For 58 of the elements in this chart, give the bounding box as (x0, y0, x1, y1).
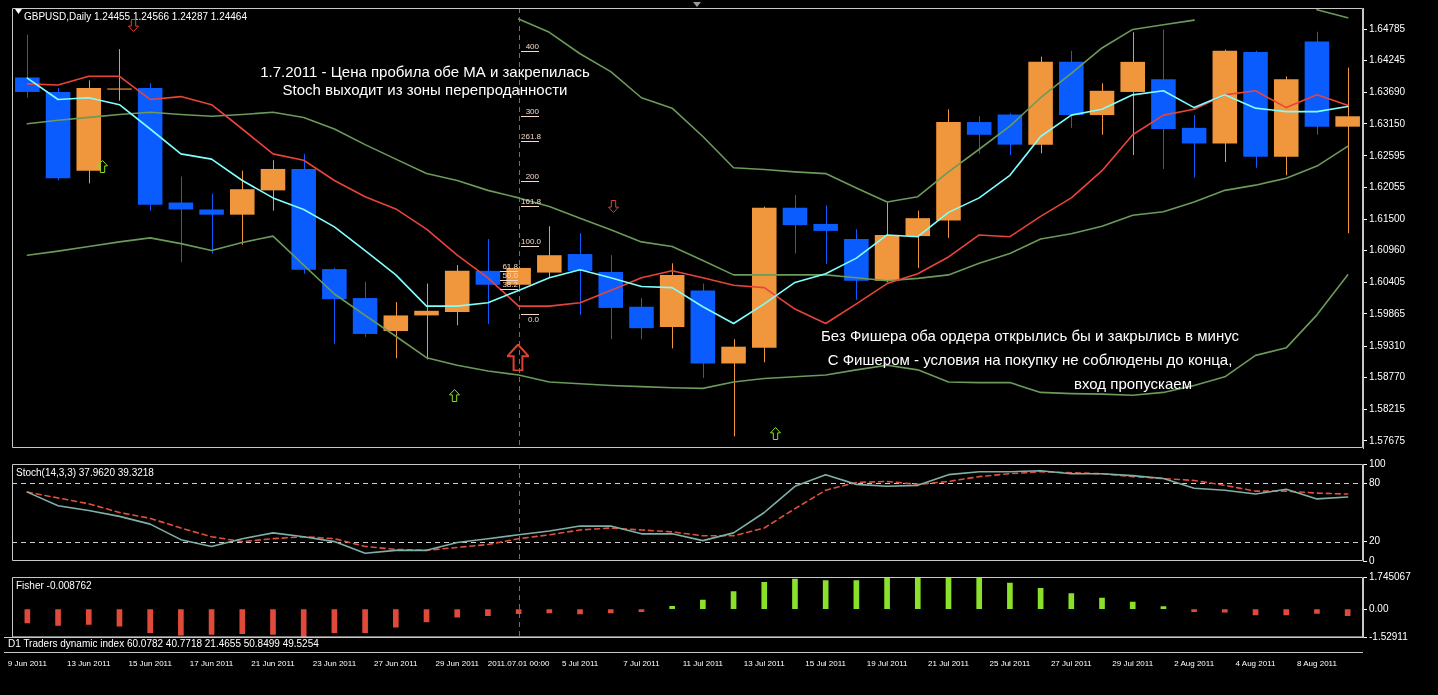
annotation: 1.7.2011 - Цена пробила обе МА и закрепилась (260, 63, 590, 81)
x-tick-label: 27 Jul 2011 (1050, 659, 1093, 669)
x-tick-label: 29 Jun 2011 (435, 659, 480, 669)
x-tick-label: 15 Jun 2011 (128, 659, 173, 669)
text: D1 Traders dynamic index 60.0782 40.7718 21.4655 50.8499 49.5254 (8, 638, 319, 651)
annotation: 100.0 (521, 237, 542, 247)
y-tick-label: 1.60405 (1369, 276, 1406, 288)
chart-title: Fisher -0.008762 (16, 580, 92, 592)
y-tick-label: 1.60960 (1369, 244, 1406, 256)
x-tick-label: 13 Jul 2011 (743, 659, 786, 669)
y-tick-label: 1.745067 (1369, 570, 1412, 582)
x-tick-label: 17 Jun 2011 (189, 659, 234, 669)
x-tick-label: 19 Jul 2011 (866, 659, 909, 669)
annotation: С Фишером - условия на покупку не соблюдены до конца, (827, 351, 1233, 369)
y-tick-label: 1.64245 (1369, 54, 1406, 66)
x-tick-label: 25 Jul 2011 (989, 659, 1031, 669)
chart-title: GBPUSD,Daily 1.24455 1.24566 1.24287 1.24464 (24, 11, 247, 23)
annotation: вход пропускаем (1074, 375, 1192, 393)
x-tick-label: 27 Jun 2011 (374, 659, 419, 669)
x-tick-label: 4 Aug 2011 (1235, 659, 1277, 669)
annotation: 200 (521, 172, 539, 182)
annotation: 0.0 (521, 314, 539, 324)
y-tick-label: 1.59310 (1369, 339, 1406, 351)
x-tick-label: 15 Jul 2011 (805, 659, 847, 669)
x-tick-label: 21 Jul 2011 (928, 659, 970, 669)
annotation: 400 (521, 42, 539, 52)
annotation: Без Фишера оба ордера открылись бы и закрылись в минус (820, 327, 1240, 345)
x-tick-label: 21 Jun 2011 (251, 659, 296, 669)
x-tick-label: 11 Jul 2011 (682, 659, 724, 669)
x-tick-label: 23 Jun 2011 (312, 659, 357, 669)
y-tick-label: 1.64785 (1369, 22, 1406, 34)
y-tick-label: 1.58215 (1369, 403, 1406, 415)
x-tick-label: 2011.07.01 00:00 (487, 659, 551, 669)
y-tick-label: 100 (1369, 457, 1387, 469)
y-tick-label: 1.59865 (1369, 307, 1406, 319)
y-tick-label: 0 (1369, 554, 1375, 566)
y-tick-label: 1.61500 (1369, 213, 1406, 225)
y-tick-label: 80 (1369, 477, 1381, 489)
x-tick-label: 7 Jul 2011 (623, 659, 661, 669)
annotation: Stoch выходит из зоны перепроданности (282, 81, 568, 99)
y-tick-label: 1.63150 (1369, 117, 1406, 129)
y-tick-label: 1.62055 (1369, 180, 1406, 192)
y-tick-label: 0.00 (1369, 602, 1389, 614)
y-tick-label: 1.63690 (1369, 86, 1406, 98)
x-tick-label: 29 Jul 2011 (1112, 659, 1154, 669)
x-tick-label: 2 Aug 2011 (1174, 659, 1215, 669)
annotation: 300 (521, 107, 539, 117)
x-tick-label: 9 Jun 2011 (7, 659, 48, 669)
x-tick-label: 5 Jul 2011 (561, 659, 599, 669)
x-tick-label: 13 Jun 2011 (67, 659, 112, 669)
chart-title: Stoch(14,3,3) 37.9620 39.3218 (16, 467, 154, 479)
y-tick-label: 1.58770 (1369, 371, 1406, 383)
y-tick-label: 20 (1369, 535, 1381, 547)
y-tick-label: -1.52911 (1369, 631, 1409, 643)
y-tick-label: 1.57675 (1369, 434, 1406, 446)
y-tick-label: 1.62595 (1369, 149, 1406, 161)
annotation: 261.8 (521, 132, 542, 142)
x-tick-label: 8 Aug 2011 (1297, 659, 1338, 669)
